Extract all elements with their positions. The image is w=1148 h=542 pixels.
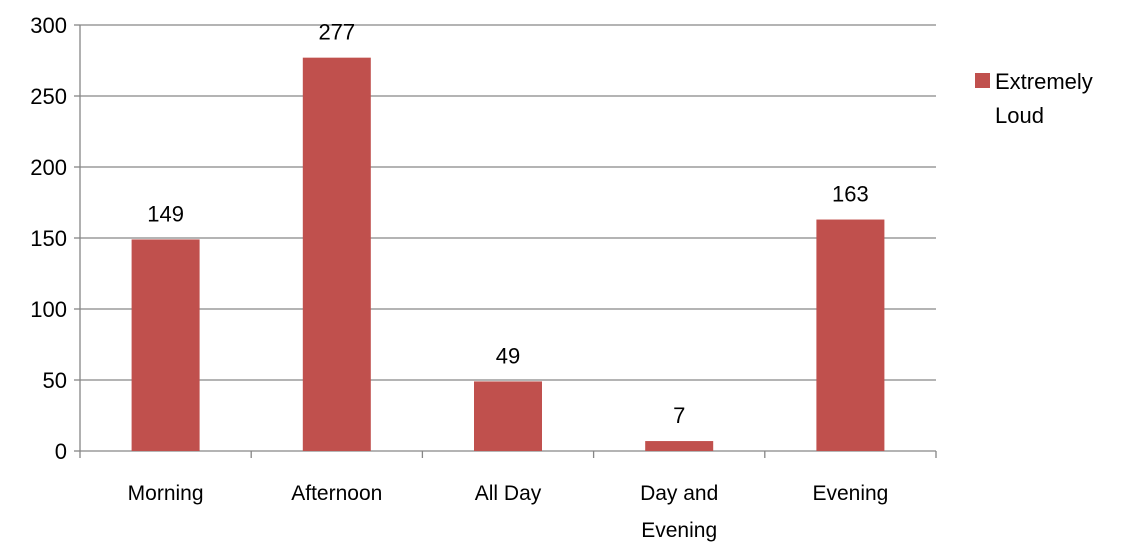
bar [302,57,371,451]
y-tick-label: 100 [30,297,67,322]
bar [131,239,200,451]
data-label: 149 [147,201,184,226]
y-tick-label: 150 [30,226,67,251]
bar [645,441,714,451]
bar [816,219,885,451]
x-category-label: Morning [128,482,204,505]
x-category-label: Day and [640,482,718,505]
y-tick-label: 300 [30,13,67,38]
data-label: 163 [832,182,869,207]
axes: 0 50 100 150 200 250 300 Morning Afternoon All Da… [30,13,937,542]
legend: Extremely Loud [975,69,1093,128]
data-label: 7 [673,403,685,428]
x-category-label: Evening [812,482,888,505]
legend-label: Loud [995,103,1044,128]
data-label: 49 [496,343,520,368]
gridlines [74,24,936,452]
data-labels: 149 277 49 7 163 [147,20,869,428]
legend-swatch [975,73,990,88]
x-category-label: Evening [641,519,717,542]
legend-label: Extremely [995,69,1093,94]
x-category-label: Afternoon [291,482,382,505]
y-tick-label: 0 [55,439,67,464]
bars [131,57,885,451]
x-category-label: All Day [475,482,542,505]
y-tick-label: 50 [43,368,67,393]
y-tick-label: 250 [30,84,67,109]
bar [474,381,542,451]
data-label: 277 [318,20,355,45]
y-tick-label: 200 [30,155,67,180]
